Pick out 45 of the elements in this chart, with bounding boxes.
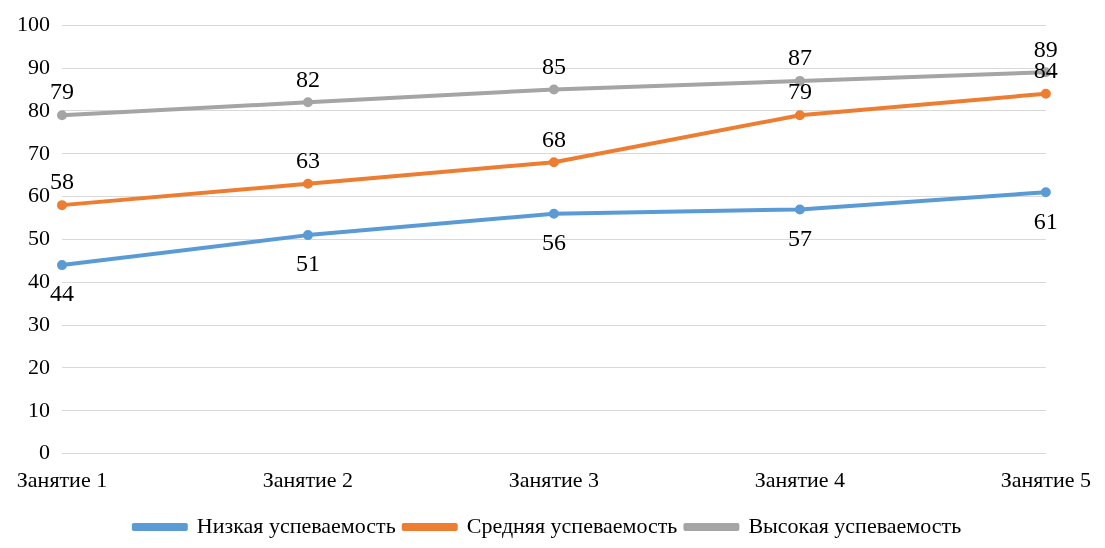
data-label: 61 xyxy=(1033,207,1058,234)
y-tick-label: 70 xyxy=(28,139,50,165)
point xyxy=(548,84,559,95)
data-label: 79 xyxy=(787,78,812,105)
data-label: 58 xyxy=(50,168,74,195)
y-tick-label: 90 xyxy=(28,53,50,79)
data-label: 68 xyxy=(541,125,566,152)
data-label: 85 xyxy=(541,52,566,79)
data-label: 82 xyxy=(295,65,320,92)
data-label: 44 xyxy=(50,280,74,307)
legend-label: Средняя успеваемость xyxy=(466,512,678,538)
point xyxy=(548,208,559,219)
legend-label: Высокая успеваемость xyxy=(748,512,962,538)
y-tick-label: 10 xyxy=(28,396,50,422)
point xyxy=(548,157,559,168)
y-tick-label: 30 xyxy=(28,310,50,336)
point xyxy=(1040,88,1051,99)
point xyxy=(57,260,67,271)
x-tick-label: Занятие 2 xyxy=(262,466,354,492)
point xyxy=(57,200,67,211)
y-tick-label: 0 xyxy=(39,439,50,465)
data-label: 51 xyxy=(295,250,320,277)
x-tick-label: Занятие 4 xyxy=(754,466,846,492)
y-tick-label: 80 xyxy=(28,96,50,122)
x-tick-label: Занятие 3 xyxy=(508,466,600,492)
point xyxy=(302,97,313,108)
y-tick-label: 60 xyxy=(28,182,50,208)
point xyxy=(1040,187,1051,198)
point xyxy=(302,178,313,189)
point xyxy=(794,110,805,121)
data-label: 87 xyxy=(787,44,812,71)
y-tick-label: 40 xyxy=(28,268,50,294)
data-label: 79 xyxy=(50,78,74,105)
y-tick-label: 20 xyxy=(28,353,50,379)
y-tick-label: 100 xyxy=(17,10,50,36)
data-label: 56 xyxy=(541,228,566,255)
y-tick-label: 50 xyxy=(28,225,50,251)
x-tick-label: Занятие 5 xyxy=(1000,466,1092,492)
point xyxy=(302,230,313,241)
x-tick-label: Занятие 1 xyxy=(16,466,108,492)
data-label: 63 xyxy=(295,147,320,173)
legend-label: Низкая успеваемость xyxy=(196,512,396,538)
data-label: 57 xyxy=(787,224,812,251)
point xyxy=(57,110,67,121)
point xyxy=(794,204,805,215)
